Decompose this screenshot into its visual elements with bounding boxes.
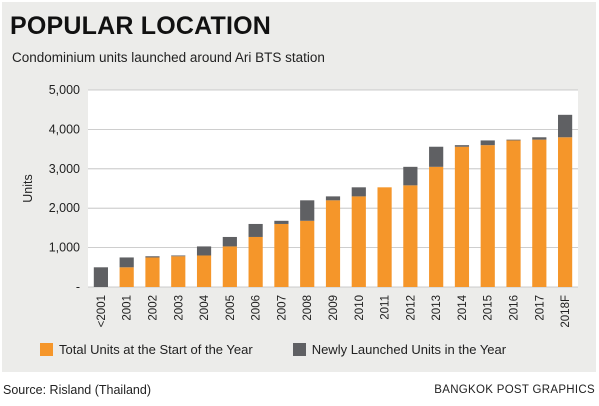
- y-tick-label: 2,000: [49, 201, 80, 215]
- x-tick-label: 2012: [405, 295, 417, 321]
- bar-total-units: [248, 236, 263, 287]
- bar-new-units: [325, 196, 341, 201]
- bar-total-units: [274, 223, 289, 287]
- bar-new-units: [145, 256, 160, 258]
- bar-total-units: [145, 257, 160, 287]
- legend-swatch-new: [292, 343, 306, 356]
- legend: Total Units at the Start of the Year New…: [40, 342, 506, 357]
- bar-new-units: [506, 139, 521, 141]
- x-tick-label: 2014: [457, 294, 469, 320]
- legend-label-new: Newly Launched Units in the Year: [311, 342, 507, 357]
- bar-new-units: [274, 220, 289, 224]
- x-tick-label: 2007: [276, 295, 288, 321]
- bar-total-units: [377, 187, 392, 287]
- x-tick-label: 2011: [380, 295, 392, 320]
- x-tick-label: <2001: [96, 295, 108, 327]
- legend-label-total: Total Units at the Start of the Year: [59, 342, 253, 357]
- bar-total-units: [222, 246, 237, 287]
- bar-total-units: [532, 139, 547, 287]
- bar-total-units: [325, 200, 341, 287]
- bar-total-units: [480, 145, 495, 287]
- x-tick-label: 2006: [251, 295, 263, 321]
- x-tick-label: 2005: [225, 295, 237, 321]
- y-tick-label: 1,000: [49, 241, 80, 255]
- graphics-credit: BANGKOK POST GRAPHICS: [434, 384, 595, 396]
- bar-new-units: [222, 236, 237, 247]
- bar-new-units: [196, 246, 212, 256]
- bar-total-units: [171, 256, 186, 287]
- bar-total-units: [558, 137, 573, 287]
- chart-title: POPULAR LOCATION: [10, 12, 272, 40]
- source-note: Source: Risland (Thailand): [3, 383, 151, 397]
- y-tick-label: 5,000: [49, 83, 80, 97]
- x-tick-label: 2009: [328, 295, 340, 321]
- chart-subtitle: Condominium units launched around Ari BT…: [12, 50, 325, 65]
- bar-total-units: [506, 140, 521, 287]
- bar-new-units: [558, 114, 573, 138]
- bar-new-units: [93, 267, 108, 287]
- bar-total-units: [454, 146, 470, 287]
- x-tick-label: 2004: [199, 294, 211, 320]
- legend-item-total: Total Units at the Start of the Year: [40, 342, 253, 357]
- bar-new-units: [300, 200, 315, 221]
- bar-total-units: [429, 166, 444, 287]
- legend-item-new: Newly Launched Units in the Year: [292, 342, 507, 357]
- x-tick-label: 2002: [147, 295, 159, 321]
- bar-total-units: [403, 185, 418, 287]
- bar-new-units: [429, 146, 444, 167]
- bar-new-units: [171, 255, 186, 257]
- y-tick-label: 4,000: [49, 122, 80, 136]
- bar-new-units: [248, 223, 263, 237]
- bar-new-units: [351, 187, 366, 197]
- x-tick-label: 2001: [122, 295, 134, 321]
- x-tick-label: 2016: [509, 295, 521, 321]
- x-tick-label: 2008: [302, 295, 314, 321]
- y-tick-label: -: [76, 280, 80, 294]
- bar-total-units: [119, 267, 134, 287]
- bar-total-units: [196, 255, 212, 287]
- bar-total-units: [351, 196, 366, 287]
- y-tick-label: 3,000: [49, 162, 80, 176]
- bar-new-units: [403, 166, 418, 186]
- bar-new-units: [480, 140, 495, 146]
- y-axis-label: Units: [21, 174, 35, 202]
- bar-new-units: [454, 145, 470, 147]
- legend-swatch-total: [40, 343, 53, 356]
- bar-total-units: [300, 220, 315, 287]
- x-tick-label: 2015: [483, 295, 495, 321]
- x-tick-label: 2013: [431, 295, 443, 321]
- x-tick-label: 2010: [354, 295, 366, 321]
- bar-new-units: [119, 257, 134, 268]
- x-tick-label: 2017: [534, 295, 546, 321]
- x-tick-label: 2003: [173, 295, 185, 321]
- bar-new-units: [532, 137, 547, 140]
- x-tick-label: 2018F: [560, 295, 572, 328]
